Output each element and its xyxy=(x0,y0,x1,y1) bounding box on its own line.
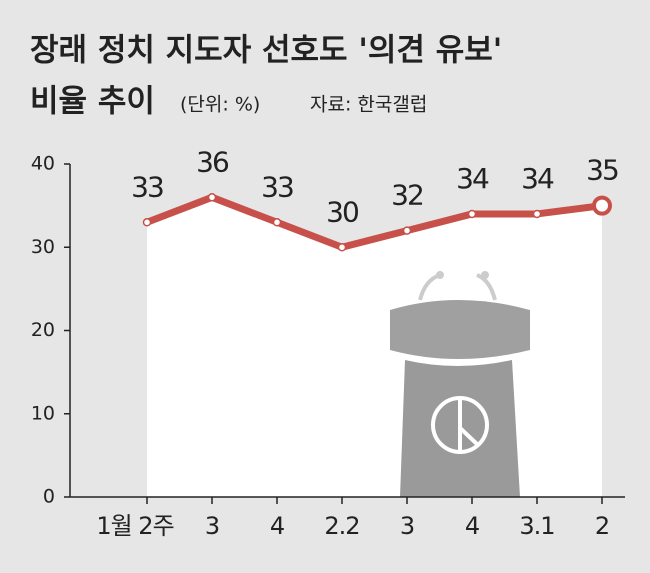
podium xyxy=(390,271,530,497)
x-tick-label: 2 xyxy=(595,512,609,540)
data-label: 34 xyxy=(521,162,554,195)
point xyxy=(337,243,347,252)
data-label: 35 xyxy=(586,154,618,187)
x-tick-label: 4 xyxy=(270,512,284,540)
source: 자료: 한국갤럽 xyxy=(310,94,427,116)
unit-note: (단위: %) xyxy=(180,94,260,116)
x-tick-label: 3 xyxy=(400,512,414,540)
data-label: 32 xyxy=(391,179,423,212)
point xyxy=(272,218,282,227)
podium-top xyxy=(390,300,530,359)
line xyxy=(145,193,603,251)
data-label: 33 xyxy=(261,170,293,203)
point xyxy=(467,209,477,219)
point xyxy=(142,218,152,227)
chart-subtitle: 비율 추이 xyxy=(30,84,155,120)
y-tick-label: 0 xyxy=(43,486,55,508)
x-tick-label: 3 xyxy=(205,512,219,540)
microphone-head xyxy=(436,271,444,279)
data-label: 30 xyxy=(326,195,358,228)
point xyxy=(207,193,217,202)
y-tick-label: 30 xyxy=(31,236,55,258)
point xyxy=(402,226,412,235)
data-label: 33 xyxy=(131,170,163,203)
y-tick-label: 40 xyxy=(31,153,55,175)
x-tick-label: 4 xyxy=(465,512,479,540)
chart-title: 장래 정치 지도자 선호도 '의견 유보' xyxy=(30,33,502,69)
data-label: 34 xyxy=(456,162,489,195)
x-tick-label: 2.2 xyxy=(324,512,359,540)
point xyxy=(532,209,542,219)
data-label: 36 xyxy=(196,145,229,178)
microphone-head xyxy=(481,271,489,279)
ballot-mark-stroke xyxy=(458,398,480,452)
x-tick-label: 1월 2주 xyxy=(96,512,173,540)
point xyxy=(592,195,612,216)
x-tick-label: 3.1 xyxy=(519,512,554,540)
y-tick-label: 10 xyxy=(31,402,55,424)
y-tick-label: 20 xyxy=(31,319,55,341)
